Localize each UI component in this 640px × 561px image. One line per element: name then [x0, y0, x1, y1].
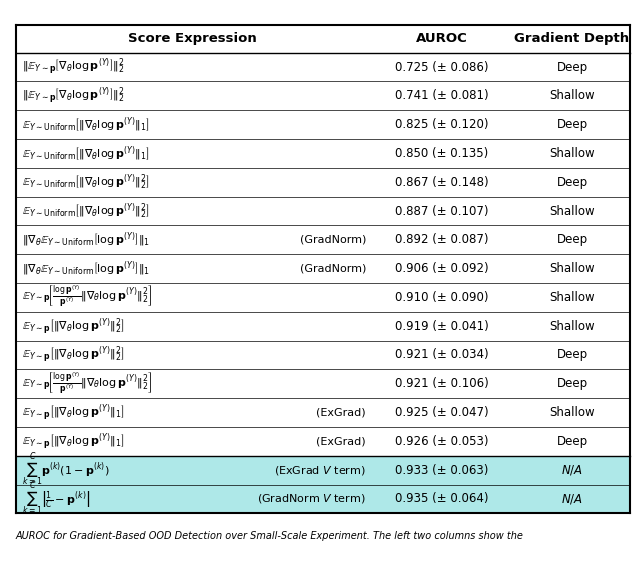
Text: 0.925 (± 0.047): 0.925 (± 0.047)	[395, 406, 488, 419]
Text: Shallow: Shallow	[549, 291, 595, 304]
Text: $\|\nabla_\theta\mathbb{E}_{Y\sim\mathrm{Uniform}}\left[\log \mathbf{p}^{(Y)}\ri: $\|\nabla_\theta\mathbb{E}_{Y\sim\mathrm…	[22, 259, 150, 278]
Text: Shallow: Shallow	[549, 89, 595, 102]
Text: 0.825 (± 0.120): 0.825 (± 0.120)	[395, 118, 488, 131]
Text: 0.867 (± 0.148): 0.867 (± 0.148)	[395, 176, 488, 188]
Text: $\sum_{k=1}^C \left|\frac{1}{C}-\mathbf{p}^{(k)}\right|$: $\sum_{k=1}^C \left|\frac{1}{C}-\mathbf{…	[22, 480, 91, 517]
Text: Shallow: Shallow	[549, 262, 595, 275]
Text: Deep: Deep	[556, 233, 588, 246]
Text: (GradNorm): (GradNorm)	[300, 264, 366, 274]
Text: $\sum_{k=1}^C \mathbf{p}^{(k)}(1-\mathbf{p}^{(k)})$: $\sum_{k=1}^C \mathbf{p}^{(k)}(1-\mathbf…	[22, 452, 110, 489]
Text: $\mathbb{E}_{Y\sim\mathbf{p}}\left[\|\nabla_\theta \log \mathbf{p}^{(Y)}\|_2^2\r: $\mathbb{E}_{Y\sim\mathbf{p}}\left[\|\na…	[22, 344, 125, 365]
Text: $\mathbb{E}_{Y\sim\mathbf{p}}\left[\|\nabla_\theta \log \mathbf{p}^{(Y)}\|_2^2\r: $\mathbb{E}_{Y\sim\mathbf{p}}\left[\|\na…	[22, 316, 125, 337]
Text: (GradNorm $V$ term): (GradNorm $V$ term)	[257, 493, 366, 505]
Text: Shallow: Shallow	[549, 320, 595, 333]
Text: AUROC: AUROC	[415, 33, 467, 45]
Text: Deep: Deep	[556, 176, 588, 188]
Text: $\mathbb{E}_{Y\sim\mathrm{Uniform}}\left[\|\nabla_\theta \log \mathbf{p}^{(Y)}\|: $\mathbb{E}_{Y\sim\mathrm{Uniform}}\left…	[22, 201, 150, 220]
Text: $\mathit{N/A}$: $\mathit{N/A}$	[561, 463, 583, 477]
Text: $\mathbb{E}_{Y\sim\mathbf{p}}\left[\|\nabla_\theta \log \mathbf{p}^{(Y)}\|_1\rig: $\mathbb{E}_{Y\sim\mathbf{p}}\left[\|\na…	[22, 402, 125, 423]
Text: (ExGrad): (ExGrad)	[316, 407, 366, 417]
Text: 0.935 (± 0.064): 0.935 (± 0.064)	[395, 493, 488, 505]
Text: $\mathbb{E}_{Y\sim\mathrm{Uniform}}\left[\|\nabla_\theta \log \mathbf{p}^{(Y)}\|: $\mathbb{E}_{Y\sim\mathrm{Uniform}}\left…	[22, 173, 150, 192]
Text: 0.921 (± 0.106): 0.921 (± 0.106)	[395, 377, 488, 390]
Text: 0.725 (± 0.086): 0.725 (± 0.086)	[395, 61, 488, 73]
Text: $\mathbb{E}_{Y\sim\mathbf{p}}\!\left[\frac{\log \mathbf{p}^{(Y)}}{\mathbf{p}^{(Y: $\mathbb{E}_{Y\sim\mathbf{p}}\!\left[\fr…	[22, 371, 153, 397]
Text: Gradient Depth: Gradient Depth	[515, 33, 630, 45]
Text: 0.933 (± 0.063): 0.933 (± 0.063)	[395, 463, 488, 477]
Text: $\mathbb{E}_{Y\sim\mathbf{p}}\!\left[\frac{\log \mathbf{p}^{(Y)}}{\mathbf{p}^{(Y: $\mathbb{E}_{Y\sim\mathbf{p}}\!\left[\fr…	[22, 284, 153, 310]
Text: $\|\mathbb{E}_{Y\sim\mathbf{p}}\left[\nabla_\theta \log \mathbf{p}^{(Y)}\right]\: $\|\mathbb{E}_{Y\sim\mathbf{p}}\left[\na…	[22, 85, 125, 106]
Text: (ExGrad $V$ term): (ExGrad $V$ term)	[275, 463, 366, 477]
Text: Score Expression: Score Expression	[128, 33, 257, 45]
Text: $\mathbb{E}_{Y\sim\mathrm{Uniform}}\left[\|\nabla_\theta \log \mathbf{p}^{(Y)}\|: $\mathbb{E}_{Y\sim\mathrm{Uniform}}\left…	[22, 144, 150, 163]
Text: 0.919 (± 0.041): 0.919 (± 0.041)	[395, 320, 488, 333]
Text: 0.906 (± 0.092): 0.906 (± 0.092)	[395, 262, 488, 275]
Text: Shallow: Shallow	[549, 205, 595, 218]
Text: 0.921 (± 0.034): 0.921 (± 0.034)	[395, 348, 488, 361]
Bar	[16, 456, 630, 485]
Text: Deep: Deep	[556, 377, 588, 390]
Text: 0.887 (± 0.107): 0.887 (± 0.107)	[395, 205, 488, 218]
Text: $\mathbb{E}_{Y\sim\mathrm{Uniform}}\left[\|\nabla_\theta \log \mathbf{p}^{(Y)}\|: $\mathbb{E}_{Y\sim\mathrm{Uniform}}\left…	[22, 115, 150, 134]
Text: $\|\mathbb{E}_{Y\sim\mathbf{p}}\left[\nabla_\theta \log \mathbf{p}^{(Y)}\right]\: $\|\mathbb{E}_{Y\sim\mathbf{p}}\left[\na…	[22, 57, 125, 77]
Text: Deep: Deep	[556, 348, 588, 361]
Text: (GradNorm): (GradNorm)	[300, 235, 366, 245]
Text: 0.910 (± 0.090): 0.910 (± 0.090)	[395, 291, 488, 304]
Text: $\mathit{N/A}$: $\mathit{N/A}$	[561, 492, 583, 506]
Text: (ExGrad): (ExGrad)	[316, 436, 366, 447]
Text: $\mathbb{E}_{Y\sim\mathbf{p}}\left[\|\nabla_\theta \log \mathbf{p}^{(Y)}\|_1\rig: $\mathbb{E}_{Y\sim\mathbf{p}}\left[\|\na…	[22, 431, 125, 452]
Text: 0.850 (± 0.135): 0.850 (± 0.135)	[395, 147, 488, 160]
Text: AUROC for Gradient-Based OOD Detection over Small-Scale Experiment. The left two: AUROC for Gradient-Based OOD Detection o…	[16, 531, 524, 541]
Text: 0.741 (± 0.081): 0.741 (± 0.081)	[395, 89, 488, 102]
Text: Shallow: Shallow	[549, 147, 595, 160]
Text: Shallow: Shallow	[549, 406, 595, 419]
Text: $\|\nabla_\theta\mathbb{E}_{Y\sim\mathrm{Uniform}}\left[\log \mathbf{p}^{(Y)}\ri: $\|\nabla_\theta\mathbb{E}_{Y\sim\mathrm…	[22, 231, 150, 249]
Text: 0.892 (± 0.087): 0.892 (± 0.087)	[395, 233, 488, 246]
Text: Deep: Deep	[556, 61, 588, 73]
Text: Deep: Deep	[556, 118, 588, 131]
Text: 0.926 (± 0.053): 0.926 (± 0.053)	[395, 435, 488, 448]
Text: Deep: Deep	[556, 435, 588, 448]
Bar	[16, 485, 630, 513]
